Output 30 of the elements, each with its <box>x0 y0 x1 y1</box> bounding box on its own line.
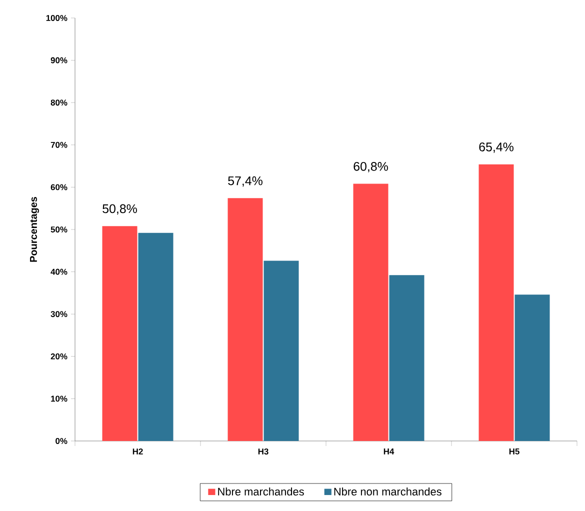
y-tick-label: 60% <box>50 184 68 190</box>
y-tick-label: 50% <box>50 226 68 232</box>
y-tick-label: 90% <box>50 57 68 64</box>
data-label: 60,8% <box>354 162 388 172</box>
bar <box>478 164 514 441</box>
data-label: 50,8% <box>102 204 137 215</box>
y-tick-label: 20% <box>50 353 68 360</box>
x-tick-label: H5 <box>509 448 520 454</box>
bar <box>389 275 424 441</box>
y-axis-title: Pourcentages <box>30 196 39 262</box>
y-tick-label: 40% <box>50 268 68 275</box>
bar <box>353 184 388 441</box>
y-tick-label: 80% <box>50 100 68 106</box>
bar <box>102 226 138 441</box>
legend-label: Nbre marchandes <box>218 487 304 496</box>
legend-label: Nbre non marchandes <box>334 487 442 496</box>
bar <box>514 294 550 441</box>
bar <box>138 232 174 441</box>
x-tick-label: H2 <box>132 448 143 454</box>
bar <box>228 198 263 441</box>
y-tick-label: 10% <box>51 396 68 402</box>
data-label: 65,4% <box>479 142 514 153</box>
bar <box>264 260 299 441</box>
data-label: 57,4% <box>228 176 262 187</box>
y-tick-label: 100% <box>46 14 68 21</box>
y-tick-label: 70% <box>50 142 68 148</box>
y-tick-label: 30% <box>50 311 68 318</box>
x-tick-label: H3 <box>258 448 268 455</box>
x-tick-label: H4 <box>384 448 394 454</box>
y-tick-label: 0% <box>56 438 68 444</box>
